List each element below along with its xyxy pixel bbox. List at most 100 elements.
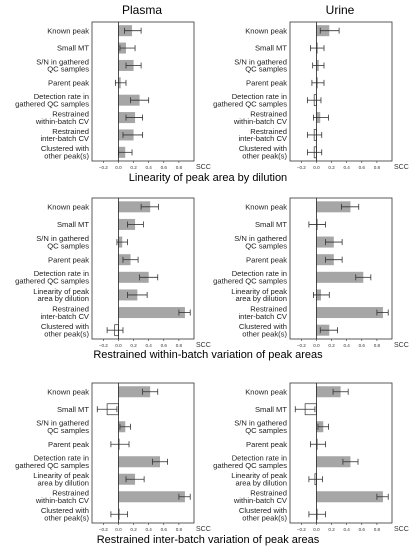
category-label-line: Clustered with — [239, 506, 287, 515]
chart-panel: Known peak Small MT S/N in gathered QC samp… — [15, 197, 211, 349]
bar — [316, 386, 341, 398]
category-label-line: Linearity of peak — [231, 287, 287, 296]
chart-panel: Known peak Small MT S/N in gathered QC samp… — [213, 197, 409, 349]
category-label-line: QC samples — [245, 241, 287, 250]
panel-frame — [91, 197, 195, 340]
x-tick-label: 0.4 — [145, 527, 152, 532]
chart-panel: Known peak Small MT S/N in gathered QC samp… — [15, 382, 211, 533]
category-label: Linearity of peak area by dilution — [33, 287, 89, 303]
category-label-line: gathered QC samples — [15, 99, 89, 108]
bar — [316, 456, 351, 468]
x-axis-label: SCC — [196, 526, 211, 533]
category-label: Restrained within-batch CV — [233, 489, 288, 505]
category-label-line: Parent peak — [48, 440, 89, 449]
category-label-line: Restrained — [52, 109, 89, 118]
x-tick-label: 0.6 — [359, 165, 366, 170]
category-label-line: gathered QC samples — [213, 99, 287, 108]
category-label: Parent peak — [48, 78, 89, 87]
x-tick-label: 0.6 — [359, 343, 366, 348]
category-label-line: other peak(s) — [44, 152, 89, 161]
x-tick-label: 0.4 — [343, 165, 350, 170]
category-label-line: Small MT — [255, 405, 287, 414]
chart-panel: Known peak Small MT S/N in gathered QC samp… — [213, 21, 409, 171]
category-label: Known peak — [47, 387, 89, 396]
panel-frame — [289, 382, 393, 524]
category-label: Clustered with other peak(s) — [239, 144, 288, 160]
x-tick-label: 0.4 — [145, 165, 152, 170]
category-label-line: Restrained — [250, 304, 287, 313]
bar — [316, 201, 351, 213]
row-title-within-batch: Restrained within-batch variation of pea… — [93, 349, 323, 361]
column-title-urine: Urine — [326, 3, 355, 17]
category-label-line: QC samples — [47, 426, 89, 435]
category-label: Linearity of peak area by dilution — [33, 471, 89, 487]
category-label-line: Small MT — [57, 44, 89, 53]
category-label-line: QC samples — [245, 65, 287, 74]
x-tick-label: 0.0 — [313, 343, 320, 348]
x-tick-label: 0.4 — [343, 343, 350, 348]
category-label-line: Clustered with — [239, 322, 287, 331]
x-tick-label: −0.2 — [99, 165, 109, 170]
x-tick-label: −0.2 — [99, 527, 109, 532]
category-label-line: S/N in gathered — [36, 234, 89, 243]
x-tick-label: 0.2 — [130, 343, 137, 348]
category-label: Known peak — [245, 387, 287, 396]
category-label-line: other peak(s) — [44, 514, 89, 523]
category-label-line: S/N in gathered — [234, 419, 287, 428]
category-label: Detection rate in gathered QC samples — [15, 454, 89, 470]
category-label-line: inter-batch CV — [40, 134, 89, 143]
category-label: Clustered with other peak(s) — [239, 322, 288, 338]
x-tick-label: 0.8 — [374, 343, 381, 348]
category-label-line: gathered QC samples — [15, 277, 89, 286]
bar — [118, 94, 140, 106]
x-tick-label: −0.2 — [297, 527, 307, 532]
category-label-line: Detection rate in — [232, 454, 287, 463]
x-tick-label: −0.2 — [297, 165, 307, 170]
category-label-line: Parent peak — [246, 255, 287, 264]
category-label: S/N in gathered QC samples — [36, 419, 89, 435]
bar — [316, 491, 383, 503]
x-tick-label: 0.2 — [130, 527, 137, 532]
category-label: Known peak — [245, 202, 287, 211]
panel-frame — [289, 21, 393, 162]
category-label-line: area by dilution — [235, 294, 287, 303]
category-label: Parent peak — [246, 78, 287, 87]
category-label-line: Small MT — [57, 220, 89, 229]
category-label-line: Restrained — [250, 489, 287, 498]
category-label-line: Parent peak — [48, 78, 89, 87]
x-tick-label: 0.4 — [145, 343, 152, 348]
column-title-plasma: Plasma — [122, 3, 162, 17]
x-tick-label: −0.2 — [297, 343, 307, 348]
category-label-line: Clustered with — [239, 144, 287, 153]
category-label: Detection rate in gathered QC samples — [213, 269, 287, 285]
category-label-line: other peak(s) — [242, 514, 287, 523]
category-label: Known peak — [245, 26, 287, 35]
category-label: Small MT — [57, 220, 89, 229]
category-label-line: area by dilution — [235, 479, 287, 488]
category-label: Restrained inter-batch CV — [238, 304, 287, 320]
x-tick-label: 0.6 — [359, 527, 366, 532]
category-label: Detection rate in gathered QC samples — [213, 92, 287, 108]
x-tick-label: 0.2 — [328, 527, 335, 532]
x-axis-label: SCC — [196, 342, 211, 349]
category-label-line: Parent peak — [246, 78, 287, 87]
category-label-line: Restrained — [52, 304, 89, 313]
x-tick-label: 0.6 — [161, 343, 168, 348]
row-title-inter-batch: Restrained inter-batch variation of peak… — [97, 534, 320, 546]
category-label-line: S/N in gathered — [36, 57, 89, 66]
x-tick-label: 0.2 — [130, 165, 137, 170]
category-label-line: S/N in gathered — [234, 234, 287, 243]
bar — [118, 201, 151, 213]
category-label-line: Detection rate in — [34, 269, 89, 278]
panel-frame — [289, 197, 393, 340]
bar — [118, 456, 160, 468]
category-label-line: Restrained — [52, 127, 89, 136]
category-label: Restrained within-batch CV — [35, 489, 90, 505]
x-axis-label: SCC — [394, 342, 409, 349]
category-label-line: Clustered with — [41, 322, 89, 331]
category-label-line: area by dilution — [37, 479, 89, 488]
category-label-line: Linearity of peak — [33, 471, 89, 480]
category-label: Restrained within-batch CV — [233, 109, 288, 125]
category-label: Clustered with other peak(s) — [41, 322, 90, 338]
category-label: Small MT — [57, 44, 89, 53]
